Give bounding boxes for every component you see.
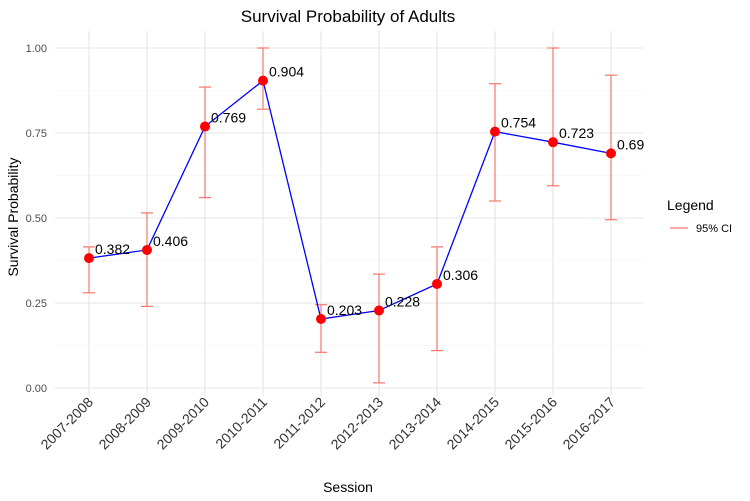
data-label: 0.228	[385, 293, 420, 309]
data-labels: 0.382 0.406 0.769 0.904 0.203 0.228 0.306 0.754…	[95, 64, 644, 318]
chart-title: Survival Probability of Adults	[241, 7, 456, 26]
data-point	[316, 313, 326, 324]
data-point	[548, 137, 558, 148]
data-label: 0.723	[559, 125, 594, 141]
legend-ci-label: 95% CI	[696, 223, 732, 235]
legend: Legend 95% CI	[667, 197, 732, 235]
data-point	[490, 126, 500, 137]
data-label: 0.904	[269, 64, 304, 80]
ci-errorbar	[199, 86, 211, 199]
data-point	[258, 75, 268, 86]
ci-errorbar	[431, 246, 443, 352]
data-label: 0.769	[211, 110, 246, 126]
y-tick-label: 0.00	[26, 383, 47, 395]
legend-title: Legend	[667, 197, 714, 213]
data-label: 0.69	[617, 136, 644, 152]
y-axis-title: Survival Probability	[5, 157, 21, 276]
data-point	[606, 148, 616, 159]
ci-errorbar	[141, 212, 153, 307]
y-axis-ticks: 0.00 0.25 0.50 0.75 1.00	[26, 43, 47, 395]
data-point	[374, 305, 384, 316]
y-tick-label: 1.00	[26, 43, 47, 55]
y-tick-label: 0.25	[26, 298, 47, 310]
data-label: 0.203	[327, 302, 362, 318]
confidence-intervals	[83, 47, 617, 384]
data-label: 0.306	[443, 267, 478, 283]
data-point	[200, 121, 210, 132]
series-line	[88, 79, 612, 320]
x-axis-title: Session	[323, 479, 373, 495]
data-point	[84, 253, 94, 264]
data-label: 0.754	[501, 115, 536, 131]
data-label: 0.406	[153, 233, 188, 249]
data-points	[84, 75, 616, 324]
ci-errorbar	[489, 83, 501, 202]
data-point	[142, 244, 152, 255]
data-label: 0.382	[95, 241, 130, 257]
ci-errorbar	[373, 273, 385, 384]
ci-errorbar	[547, 47, 559, 187]
y-tick-label: 0.75	[26, 128, 47, 140]
data-point	[432, 278, 442, 289]
y-tick-label: 0.50	[26, 213, 47, 225]
ci-errorbar	[605, 74, 617, 221]
